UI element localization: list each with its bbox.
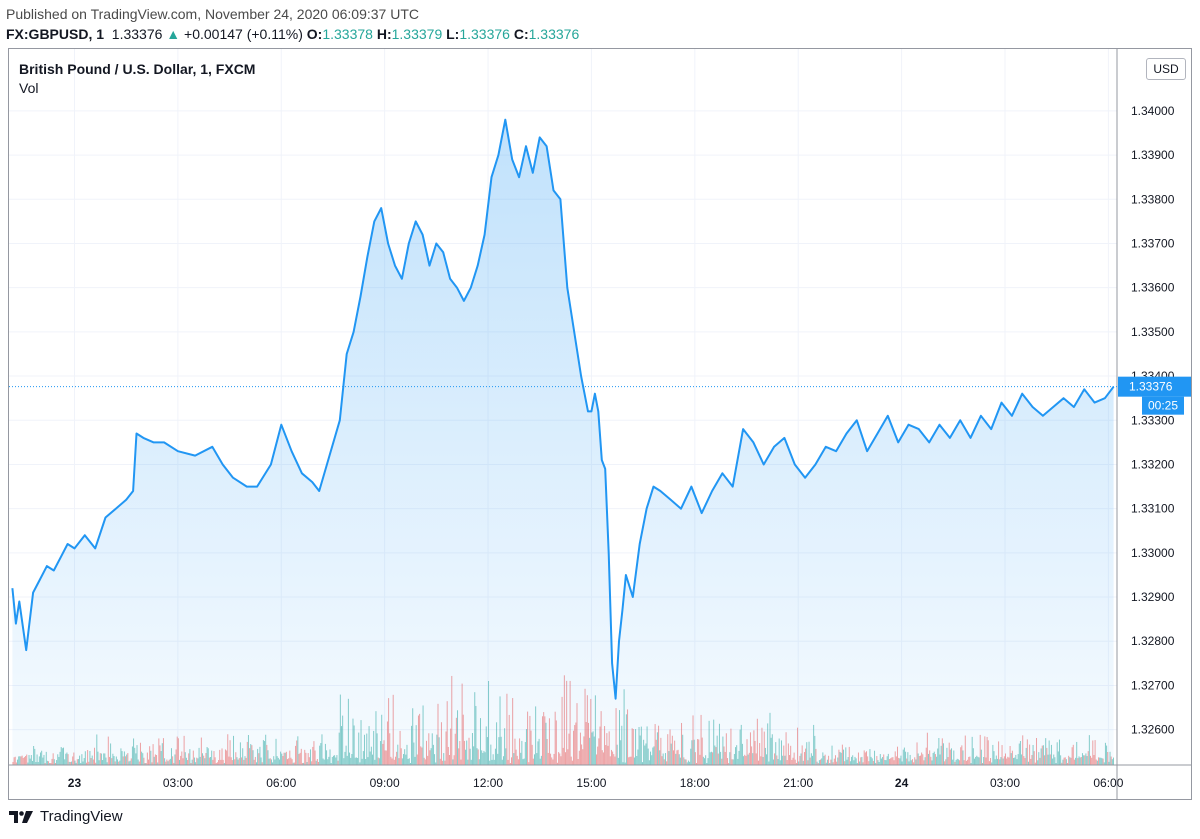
open-label: O: bbox=[306, 26, 323, 42]
price-line bbox=[11, 118, 1115, 700]
low-label: L: bbox=[446, 26, 460, 42]
currency-button[interactable]: USD bbox=[1146, 58, 1186, 80]
chart-frame[interactable]: 1.32600 1.32700 1.32800 1.32900 1.33000 1.331… bbox=[8, 48, 1192, 800]
y-tick-label: 1.33000 bbox=[1131, 546, 1175, 560]
published-line: Published on TradingView.com, November 2… bbox=[6, 6, 419, 22]
price-tags: 1.33376 00:25 bbox=[9, 376, 1191, 415]
last-price-tag-label: 1.33376 bbox=[1129, 380, 1173, 394]
close-label: C: bbox=[513, 26, 529, 42]
x-tick-label: 06:00 bbox=[266, 776, 296, 790]
y-tick-label: 1.33700 bbox=[1131, 236, 1175, 250]
y-tick-label: 1.32800 bbox=[1131, 634, 1175, 648]
y-tick-label: 1.32700 bbox=[1131, 678, 1175, 692]
y-tick-label: 1.33900 bbox=[1131, 148, 1175, 162]
countdown-tag-label: 00:25 bbox=[1148, 399, 1178, 413]
close-value: 1.33376 bbox=[528, 26, 580, 42]
y-tick-label: 1.33600 bbox=[1131, 281, 1175, 295]
high-label: H: bbox=[376, 26, 392, 42]
chart-legend-title: British Pound / U.S. Dollar, 1, FXCM bbox=[19, 61, 256, 77]
symbol-label: FX:GBPUSD, 1 bbox=[6, 26, 105, 42]
price-area bbox=[11, 118, 1115, 765]
x-tick-label: 03:00 bbox=[163, 776, 193, 790]
countdown-tag bbox=[1142, 396, 1184, 415]
y-tick-label: 1.33500 bbox=[1131, 325, 1175, 339]
up-arrow-icon: ▲ bbox=[166, 26, 181, 42]
x-tick-label: 06:00 bbox=[1093, 776, 1123, 790]
x-tick-label: 24 bbox=[895, 776, 909, 790]
x-tick-label: 12:00 bbox=[473, 776, 503, 790]
y-tick-label: 1.33800 bbox=[1131, 192, 1175, 206]
x-tick-label: 03:00 bbox=[990, 776, 1020, 790]
y-tick-label: 1.34000 bbox=[1131, 104, 1175, 118]
open-value: 1.33378 bbox=[322, 26, 373, 42]
x-tick-label: 18:00 bbox=[680, 776, 710, 790]
y-tick-label: 1.33200 bbox=[1131, 457, 1175, 471]
y-tick-label: 1.33300 bbox=[1131, 413, 1175, 427]
x-tick-label: 21:00 bbox=[783, 776, 813, 790]
tradingview-logo-icon bbox=[9, 810, 33, 823]
last-price-tag bbox=[1118, 376, 1191, 397]
y-tick-label: 1.33100 bbox=[1131, 502, 1175, 516]
quote-line: FX:GBPUSD, 1 1.33376 ▲ +0.00147 (+0.11%)… bbox=[6, 26, 579, 42]
change-value: +0.00147 (+0.11%) bbox=[184, 26, 303, 42]
price-area-fill bbox=[12, 119, 1114, 765]
last-price-value: 1.33376 bbox=[111, 26, 163, 42]
axes: 1.32600 1.32700 1.32800 1.32900 1.33000 1.331… bbox=[9, 49, 1191, 799]
price-chart[interactable]: 1.32600 1.32700 1.32800 1.32900 1.33000 1.331… bbox=[9, 49, 1192, 800]
y-tick-label: 1.32900 bbox=[1131, 590, 1175, 604]
y-tick-label: 1.32600 bbox=[1131, 723, 1175, 737]
x-tick-label: 15:00 bbox=[576, 776, 606, 790]
footer-brand-label: TradingView bbox=[40, 808, 123, 825]
high-value: 1.33379 bbox=[391, 26, 443, 42]
footer-brand[interactable]: TradingView bbox=[8, 808, 123, 825]
x-tick-label: 09:00 bbox=[370, 776, 400, 790]
volume-legend: Vol bbox=[19, 80, 39, 96]
x-tick-label: 23 bbox=[68, 776, 82, 790]
low-value: 1.33376 bbox=[459, 26, 510, 42]
